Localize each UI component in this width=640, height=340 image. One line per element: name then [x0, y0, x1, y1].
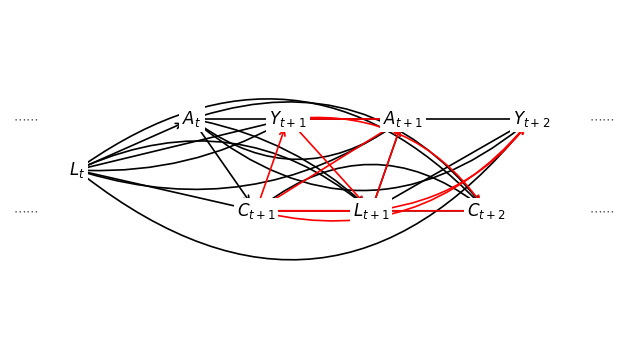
FancyArrowPatch shape — [84, 99, 479, 202]
Text: $L_{t+1}$: $L_{t+1}$ — [353, 201, 390, 221]
FancyArrowPatch shape — [202, 121, 363, 203]
FancyArrowPatch shape — [298, 117, 480, 201]
Text: $\cdots\cdots$: $\cdots\cdots$ — [13, 204, 38, 217]
Text: $\cdots\cdots$: $\cdots\cdots$ — [589, 204, 614, 217]
FancyArrowPatch shape — [86, 123, 181, 166]
FancyArrowPatch shape — [86, 120, 276, 168]
FancyArrowPatch shape — [374, 130, 400, 202]
FancyArrowPatch shape — [200, 125, 394, 159]
FancyArrowPatch shape — [86, 172, 244, 210]
FancyArrowPatch shape — [264, 165, 477, 205]
FancyArrowPatch shape — [413, 116, 520, 122]
Text: $C_{t+2}$: $C_{t+2}$ — [467, 201, 506, 221]
FancyArrowPatch shape — [298, 116, 392, 122]
Text: $\cdots\cdots$: $\cdots\cdots$ — [589, 113, 614, 125]
FancyArrowPatch shape — [86, 141, 362, 203]
Text: $Y_{t+2}$: $Y_{t+2}$ — [513, 109, 550, 129]
FancyArrowPatch shape — [201, 102, 479, 202]
FancyArrowPatch shape — [84, 128, 524, 260]
FancyArrowPatch shape — [266, 208, 475, 214]
FancyArrowPatch shape — [202, 116, 276, 122]
Text: $Y_{t+1}$: $Y_{t+1}$ — [269, 109, 307, 129]
FancyArrowPatch shape — [380, 125, 521, 206]
FancyArrowPatch shape — [86, 125, 394, 189]
FancyArrowPatch shape — [266, 208, 360, 214]
Text: $A_t$: $A_t$ — [182, 109, 202, 129]
FancyArrowPatch shape — [294, 126, 364, 202]
FancyArrowPatch shape — [198, 127, 250, 201]
FancyArrowPatch shape — [264, 125, 394, 206]
FancyArrowPatch shape — [381, 208, 475, 214]
FancyArrowPatch shape — [259, 130, 285, 202]
FancyArrowPatch shape — [266, 208, 360, 214]
FancyArrowPatch shape — [200, 125, 522, 190]
Text: $C_{t+1}$: $C_{t+1}$ — [237, 201, 275, 221]
Text: $A_{t+1}$: $A_{t+1}$ — [383, 109, 423, 129]
Text: $\cdots\cdots$: $\cdots\cdots$ — [13, 113, 38, 125]
FancyArrowPatch shape — [266, 128, 524, 221]
FancyArrowPatch shape — [298, 116, 392, 122]
FancyArrowPatch shape — [381, 128, 524, 209]
FancyArrowPatch shape — [374, 130, 400, 202]
FancyArrowPatch shape — [86, 125, 278, 171]
Text: $L_t$: $L_t$ — [68, 160, 85, 180]
